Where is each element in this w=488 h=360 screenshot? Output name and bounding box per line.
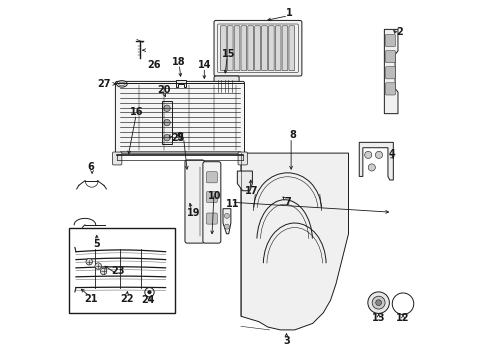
FancyBboxPatch shape [206, 192, 217, 203]
Text: 11: 11 [226, 199, 239, 210]
Circle shape [375, 300, 381, 306]
FancyBboxPatch shape [385, 83, 395, 95]
FancyBboxPatch shape [238, 152, 247, 165]
Circle shape [224, 213, 229, 219]
Circle shape [367, 292, 388, 314]
Text: 25: 25 [171, 133, 184, 143]
Circle shape [163, 134, 170, 141]
Text: 22: 22 [120, 294, 133, 304]
FancyBboxPatch shape [206, 213, 217, 224]
Text: 3: 3 [283, 336, 289, 346]
Circle shape [364, 151, 371, 158]
FancyBboxPatch shape [268, 26, 274, 71]
Polygon shape [241, 153, 348, 330]
FancyBboxPatch shape [261, 26, 267, 71]
Text: 27: 27 [98, 79, 111, 89]
FancyBboxPatch shape [220, 26, 226, 71]
Bar [162, 101, 172, 144]
FancyBboxPatch shape [214, 21, 301, 76]
Circle shape [100, 268, 106, 275]
Bar [69, 228, 175, 313]
Polygon shape [175, 80, 186, 87]
Text: 20: 20 [157, 85, 170, 95]
Text: 23: 23 [111, 266, 125, 276]
Text: 12: 12 [395, 313, 409, 323]
Ellipse shape [116, 81, 127, 87]
Text: 6: 6 [87, 162, 94, 172]
Text: 24: 24 [142, 295, 155, 305]
Text: 21: 21 [84, 294, 98, 304]
Text: 18: 18 [172, 57, 185, 67]
FancyBboxPatch shape [214, 76, 239, 96]
Text: 9: 9 [176, 132, 183, 142]
FancyBboxPatch shape [254, 26, 260, 71]
FancyBboxPatch shape [385, 50, 395, 63]
Text: 17: 17 [244, 186, 258, 197]
Circle shape [375, 151, 382, 158]
FancyBboxPatch shape [288, 26, 294, 71]
Text: 26: 26 [147, 59, 160, 69]
FancyBboxPatch shape [241, 26, 246, 71]
FancyBboxPatch shape [112, 152, 122, 165]
FancyBboxPatch shape [203, 162, 221, 243]
Polygon shape [237, 171, 252, 191]
FancyBboxPatch shape [184, 160, 204, 243]
Polygon shape [384, 30, 397, 114]
Text: 15: 15 [221, 49, 235, 59]
Text: 13: 13 [371, 313, 385, 323]
Text: 10: 10 [208, 191, 222, 201]
Text: 8: 8 [288, 130, 295, 140]
Text: 14: 14 [198, 60, 211, 70]
Circle shape [147, 291, 151, 294]
Text: 2: 2 [395, 27, 402, 37]
Text: 19: 19 [186, 208, 200, 218]
Text: 1: 1 [285, 8, 292, 18]
FancyBboxPatch shape [115, 81, 244, 153]
Text: 16: 16 [130, 107, 143, 117]
FancyBboxPatch shape [385, 35, 395, 46]
Circle shape [224, 224, 229, 229]
FancyBboxPatch shape [385, 67, 395, 79]
Circle shape [367, 164, 375, 171]
Circle shape [163, 105, 170, 112]
Circle shape [86, 258, 92, 265]
FancyBboxPatch shape [275, 26, 281, 71]
FancyBboxPatch shape [282, 26, 287, 71]
Circle shape [163, 120, 170, 126]
Polygon shape [359, 142, 392, 180]
FancyBboxPatch shape [206, 172, 217, 183]
Polygon shape [223, 209, 230, 234]
Text: 4: 4 [387, 149, 394, 159]
FancyBboxPatch shape [247, 26, 253, 71]
FancyBboxPatch shape [227, 26, 233, 71]
FancyBboxPatch shape [234, 26, 240, 71]
Text: 7: 7 [284, 197, 290, 207]
Text: 5: 5 [93, 239, 100, 249]
Polygon shape [198, 82, 210, 90]
Circle shape [95, 263, 101, 269]
Circle shape [371, 296, 384, 309]
